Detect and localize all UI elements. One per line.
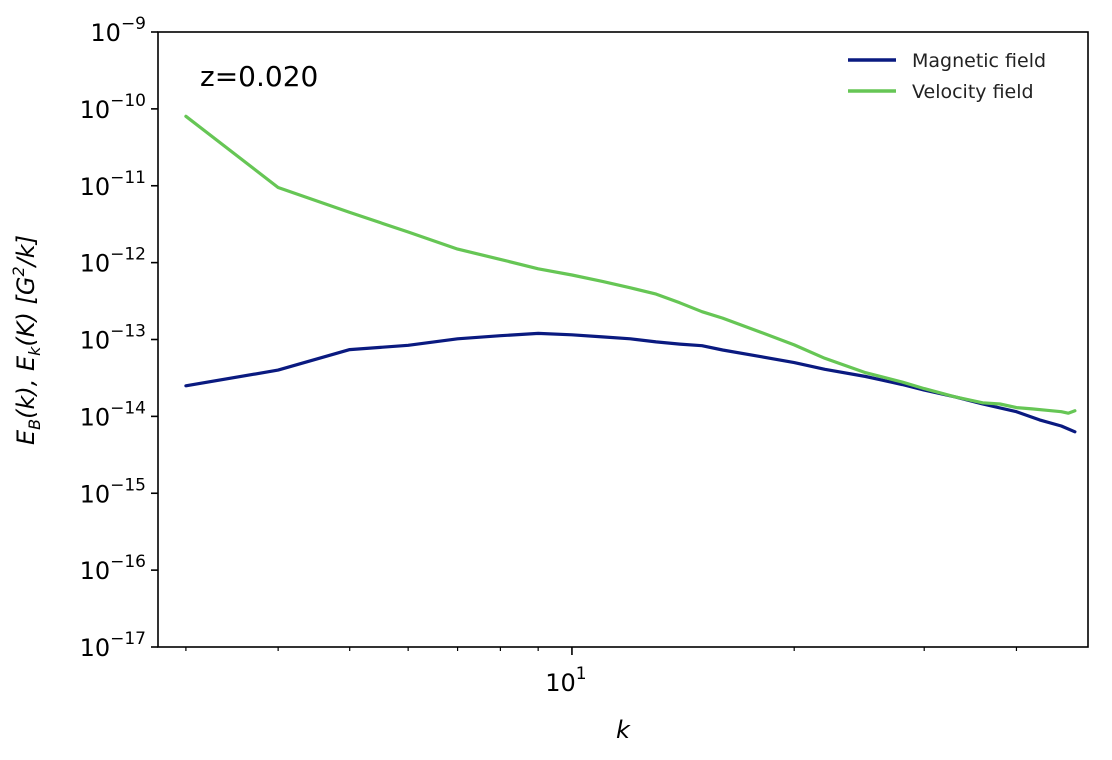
y-tick-label: 10−9 bbox=[90, 14, 146, 47]
legend: Magnetic field Velocity field bbox=[848, 50, 1046, 103]
y-label-e1: E bbox=[12, 429, 40, 445]
ticks-layer: 10−9 10−10 10−11 10−12 10−13 10−14 10−15 10−16 1… bbox=[80, 14, 1018, 697]
y-axis-label: EB(k), Ek(K) [G2/k] bbox=[9, 235, 44, 445]
y-tick-label: 10−12 bbox=[80, 245, 146, 278]
y-tick-label: 10−17 bbox=[80, 629, 146, 662]
series-line-velocity-field bbox=[184, 114, 1077, 415]
y-label-sup: 2 bbox=[9, 266, 28, 276]
x-axis-label: k bbox=[616, 716, 631, 744]
annotation-redshift: z=0.020 bbox=[200, 60, 318, 93]
y-label-mid2: (K) [G bbox=[12, 277, 40, 347]
y-tick-label: 10−15 bbox=[80, 475, 146, 508]
legend-label-velocity: Velocity field bbox=[912, 81, 1034, 103]
y-label-end: /k] bbox=[12, 235, 40, 268]
y-tick-label: 10−16 bbox=[80, 552, 146, 585]
y-label-e2: E bbox=[12, 355, 40, 371]
y-label-sub-k: k bbox=[25, 346, 44, 356]
x-tick-label: 101 bbox=[545, 664, 586, 697]
y-tick-label: 10−11 bbox=[80, 168, 146, 201]
legend-label-magnetic: Magnetic field bbox=[912, 50, 1046, 72]
y-tick-label: 10−14 bbox=[80, 398, 146, 431]
y-tick-label: 10−10 bbox=[80, 91, 146, 124]
series-layer bbox=[184, 114, 1077, 434]
y-tick-label: 10−13 bbox=[80, 322, 146, 355]
y-label-sub-b: B bbox=[25, 419, 44, 430]
y-label-mid1: (k), bbox=[12, 371, 40, 419]
